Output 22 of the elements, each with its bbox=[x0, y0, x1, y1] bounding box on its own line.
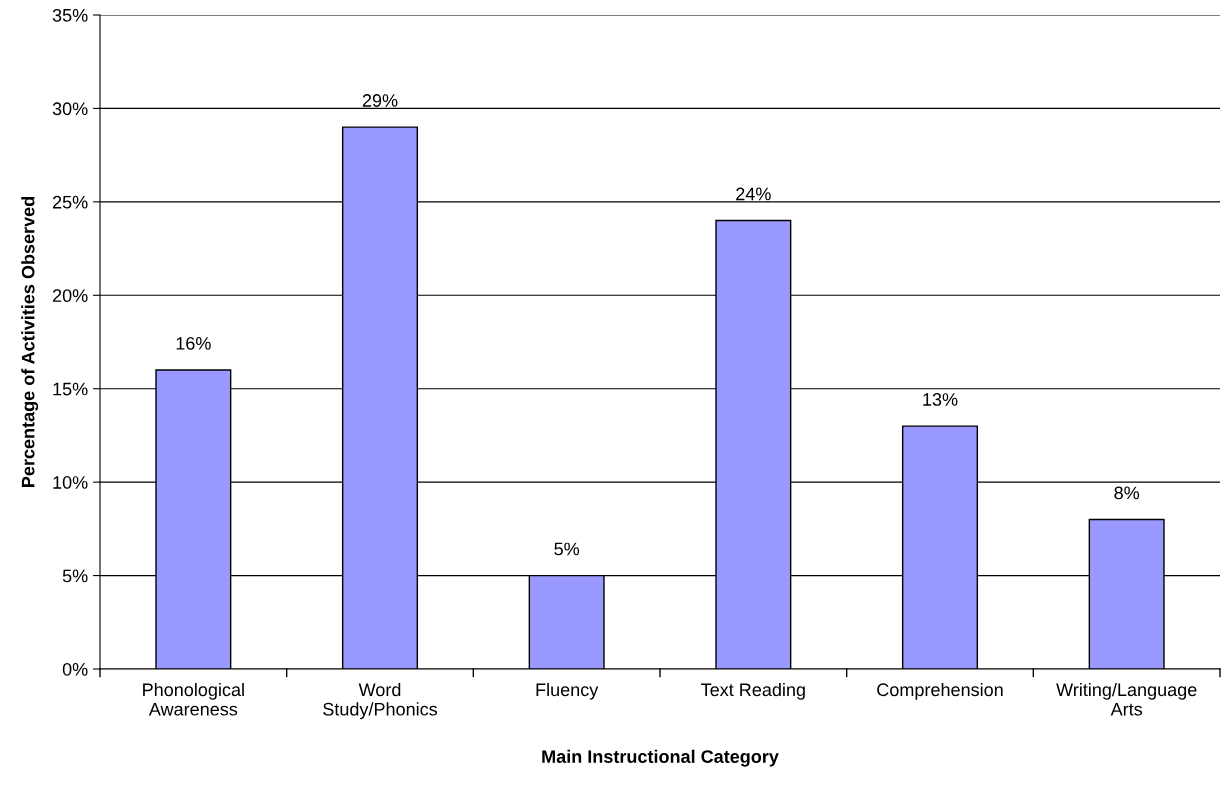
y-tick-label: 20% bbox=[52, 289, 88, 303]
y-tick-label: 15% bbox=[53, 382, 88, 396]
y-tick-label: 10% bbox=[53, 476, 88, 489]
data-label: 16% bbox=[176, 337, 211, 350]
data-label: 29% bbox=[362, 94, 398, 107]
y-tick-label: 35% bbox=[52, 8, 88, 22]
y-tick-label: 30% bbox=[52, 102, 88, 116]
data-label: 24% bbox=[736, 187, 771, 201]
y-axis-title: Percentage of Activities Observed bbox=[21, 197, 39, 487]
data-label: 8% bbox=[1114, 486, 1140, 500]
x-tick-label: Writing/Language Arts bbox=[1056, 682, 1197, 716]
data-label: 13% bbox=[923, 393, 958, 406]
y-tick-label: 0% bbox=[62, 662, 88, 676]
y-tick-label: 25% bbox=[52, 195, 88, 209]
x-tick-label: Text Reading bbox=[701, 682, 805, 700]
x-tick-label: Fluency bbox=[536, 682, 599, 700]
x-axis-title: Main Instructional Category bbox=[542, 749, 779, 767]
x-tick-label: Phonological Awareness bbox=[143, 682, 244, 716]
x-tick-label: Word Study/Phonics bbox=[323, 682, 438, 720]
x-tick-label: Comprehension bbox=[877, 682, 1003, 700]
data-label: 5% bbox=[554, 542, 580, 556]
y-tick-label: 5% bbox=[62, 569, 88, 583]
